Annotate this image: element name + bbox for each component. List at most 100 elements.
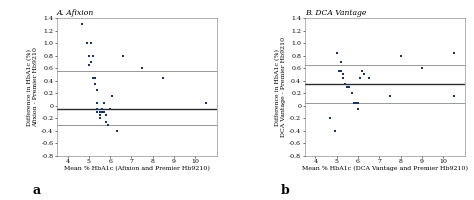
Point: [344, 85, 351, 89]
Point: [348, 92, 356, 95]
Point: [119, 54, 127, 57]
Point: [344, 85, 351, 89]
Point: [341, 82, 349, 85]
Point: [93, 101, 101, 104]
Point: [339, 73, 347, 76]
Point: [335, 70, 343, 73]
Point: [344, 85, 351, 89]
Point: [350, 101, 357, 104]
Point: [100, 101, 108, 104]
Point: [93, 107, 101, 111]
Point: [335, 70, 343, 73]
Point: [89, 76, 97, 79]
Point: [344, 85, 351, 89]
Point: [339, 73, 347, 76]
Point: [346, 85, 353, 89]
Point: [344, 85, 351, 89]
Point: [104, 123, 112, 126]
Point: [346, 85, 353, 89]
Point: [85, 54, 92, 57]
Point: [337, 60, 345, 64]
Point: [98, 107, 105, 111]
Point: [160, 76, 167, 79]
Point: [361, 73, 368, 76]
Point: [98, 110, 105, 114]
Point: [89, 54, 97, 57]
Point: [113, 129, 120, 133]
Point: [450, 51, 458, 54]
Point: [354, 101, 362, 104]
Point: [346, 85, 353, 89]
Point: [96, 117, 103, 120]
Point: [386, 95, 394, 98]
Point: [354, 107, 362, 111]
Point: [358, 70, 366, 73]
Point: [341, 82, 349, 85]
Point: [341, 82, 349, 85]
Point: [98, 107, 105, 111]
Point: [91, 82, 99, 85]
Point: [339, 76, 347, 79]
Point: [100, 101, 108, 104]
Point: [327, 117, 334, 120]
Point: [418, 67, 426, 70]
Point: [352, 101, 360, 104]
Point: [339, 73, 347, 76]
Point: [87, 41, 95, 45]
Text: A. Afixion: A. Afixion: [57, 9, 94, 17]
Point: [331, 129, 338, 133]
Point: [109, 95, 116, 98]
Point: [85, 63, 92, 67]
Y-axis label: Difference in HbA1c (%)
DCA Vantage - Premier Hb9210: Difference in HbA1c (%) DCA Vantage - Pr…: [275, 37, 286, 137]
Point: [356, 76, 364, 79]
Point: [106, 107, 114, 111]
Point: [348, 92, 356, 95]
Point: [93, 89, 101, 92]
Point: [96, 117, 103, 120]
Point: [102, 114, 109, 117]
Text: a: a: [33, 184, 41, 197]
Point: [93, 101, 101, 104]
Point: [341, 82, 349, 85]
Point: [348, 92, 356, 95]
Point: [102, 120, 109, 123]
Point: [341, 82, 349, 85]
Point: [352, 101, 360, 104]
Text: b: b: [281, 184, 290, 197]
Point: [365, 76, 373, 79]
Point: [102, 114, 109, 117]
Point: [341, 82, 349, 85]
Point: [91, 82, 99, 85]
Point: [93, 107, 101, 111]
Point: [91, 82, 99, 85]
Point: [202, 101, 210, 104]
Point: [100, 110, 108, 114]
Point: [96, 117, 103, 120]
Point: [93, 107, 101, 111]
Text: B. DCA Vantage: B. DCA Vantage: [305, 9, 366, 17]
Point: [337, 60, 345, 64]
Point: [344, 85, 351, 89]
Point: [344, 85, 351, 89]
Point: [337, 70, 345, 73]
X-axis label: Mean % HbA1c (DCA Vantage and Premier Hb9210): Mean % HbA1c (DCA Vantage and Premier Hb…: [301, 166, 467, 171]
Point: [83, 41, 91, 45]
Point: [397, 54, 404, 57]
Point: [341, 82, 349, 85]
Point: [98, 107, 105, 111]
Point: [93, 101, 101, 104]
Point: [138, 67, 146, 70]
Point: [96, 114, 103, 117]
Point: [350, 101, 357, 104]
Point: [341, 82, 349, 85]
Point: [96, 117, 103, 120]
Point: [91, 76, 99, 79]
Point: [104, 123, 112, 126]
Point: [96, 110, 103, 114]
Point: [89, 54, 97, 57]
Point: [450, 95, 458, 98]
Point: [348, 92, 356, 95]
Point: [96, 114, 103, 117]
Point: [93, 110, 101, 114]
Point: [91, 82, 99, 85]
